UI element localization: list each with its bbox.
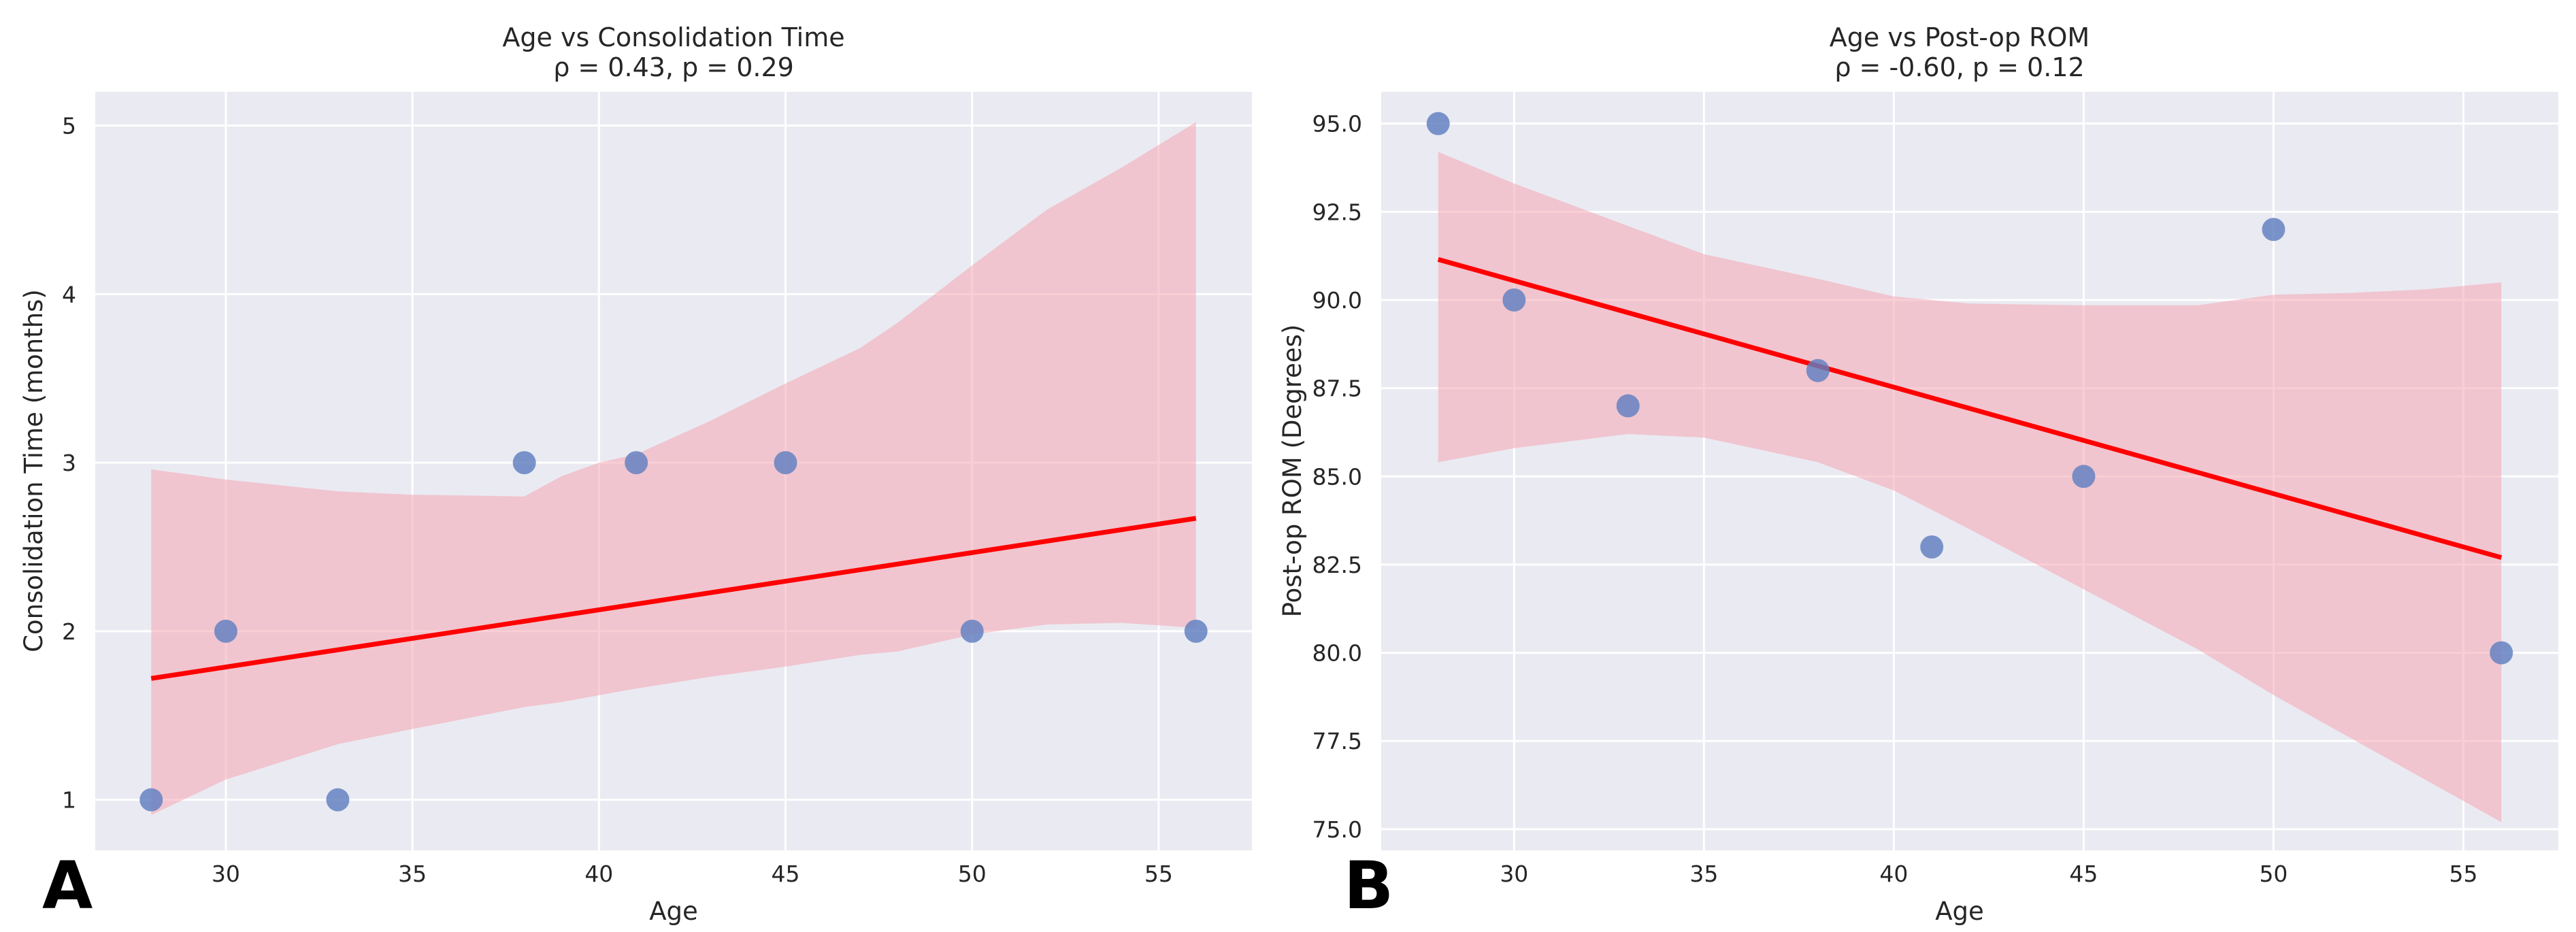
- x-tick-label-a-4: 50: [958, 861, 987, 887]
- y-tick-label-b-7: 92.5: [1312, 199, 1362, 225]
- regression-line-a: [150, 516, 1197, 681]
- x-tick-label-a-3: 45: [772, 861, 800, 887]
- panel-label-a: A: [42, 848, 93, 924]
- data-point-b-0: [1426, 112, 1450, 135]
- x-tick-label-a-1: 35: [398, 861, 427, 887]
- data-point-a-5: [774, 451, 797, 475]
- data-point-a-3: [512, 451, 536, 475]
- chart-title-a: Age vs Consolidation Time: [502, 22, 844, 52]
- regression-line-b: [1437, 256, 2503, 560]
- data-point-a-2: [326, 788, 350, 812]
- data-point-b-6: [2262, 218, 2285, 242]
- y-tick-label-a-4: 5: [62, 113, 76, 139]
- points-b: [1426, 112, 2513, 665]
- y-tick-label-a-1: 2: [62, 618, 76, 645]
- x-tick-label-a-2: 40: [584, 861, 613, 887]
- y-tick-label-b-5: 87.5: [1312, 376, 1362, 402]
- x-tick-label-b-2: 40: [1879, 861, 1908, 887]
- x-axis-label-b: Age: [1935, 897, 1984, 926]
- data-point-b-7: [2490, 641, 2513, 665]
- data-point-b-5: [2072, 465, 2096, 488]
- data-point-b-3: [1806, 359, 1830, 382]
- ci-band-a: [151, 122, 1196, 816]
- x-tick-label-a-5: 55: [1144, 861, 1173, 887]
- panel-label-b: B: [1344, 848, 1393, 924]
- y-ticks-b: 75.0 77.5 80.0 82.5 85.0 87.5 90.0 92.5 95.0: [1312, 111, 1362, 843]
- chart-title-b: Age vs Post-op ROM: [1830, 22, 2090, 52]
- y-tick-label-b-8: 95.0: [1312, 111, 1362, 137]
- y-ticks-a: 1 2 3 4 5: [62, 113, 76, 814]
- data-point-b-2: [1616, 394, 1640, 418]
- ci-band-b: [1438, 152, 2502, 822]
- x-tick-label-b-4: 50: [2259, 861, 2288, 887]
- x-tick-label-b-1: 35: [1689, 861, 1718, 887]
- y-tick-label-b-4: 85.0: [1312, 463, 1362, 490]
- y-axis-label-b: Post-op ROM (Degrees): [1278, 324, 1307, 618]
- x-axis-label-a: Age: [649, 897, 698, 926]
- x-ticks-a: 30 35 40 45 50 55: [212, 861, 1173, 887]
- y-tick-label-a-3: 4: [62, 281, 76, 307]
- panel-b: 30 35 40 45 50 55 75.0 77.5 80.0 82.5 85.0 87.5 90.…: [1278, 22, 2558, 926]
- chart-subtitle-b: ρ = -0.60, p = 0.12: [1834, 52, 2084, 82]
- data-point-a-0: [139, 788, 163, 812]
- data-point-b-1: [1502, 288, 1526, 312]
- x-ticks-b: 30 35 40 45 50 55: [1500, 861, 2477, 887]
- chart-subtitle-a: ρ = 0.43, p = 0.29: [553, 52, 794, 82]
- y-tick-label-b-3: 82.5: [1312, 552, 1362, 578]
- data-point-a-4: [625, 451, 648, 475]
- y-tick-label-b-1: 77.5: [1312, 728, 1362, 754]
- points-a: [139, 451, 1208, 812]
- data-point-b-4: [1920, 535, 1944, 559]
- x-tick-label-a-0: 30: [212, 861, 240, 887]
- y-tick-label-a-2: 3: [62, 450, 76, 476]
- x-tick-label-b-5: 55: [2449, 861, 2477, 887]
- y-tick-label-b-0: 75.0: [1312, 816, 1362, 843]
- y-tick-label-b-2: 80.0: [1312, 640, 1362, 667]
- y-tick-label-a-0: 1: [62, 787, 76, 814]
- y-tick-label-b-6: 90.0: [1312, 287, 1362, 314]
- y-axis-label-a: Consolidation Time (months): [19, 289, 48, 652]
- x-tick-label-b-3: 45: [2069, 861, 2098, 887]
- x-tick-label-b-0: 30: [1500, 861, 1528, 887]
- data-point-a-1: [214, 619, 237, 643]
- data-point-a-6: [960, 619, 984, 643]
- data-point-a-7: [1184, 619, 1208, 643]
